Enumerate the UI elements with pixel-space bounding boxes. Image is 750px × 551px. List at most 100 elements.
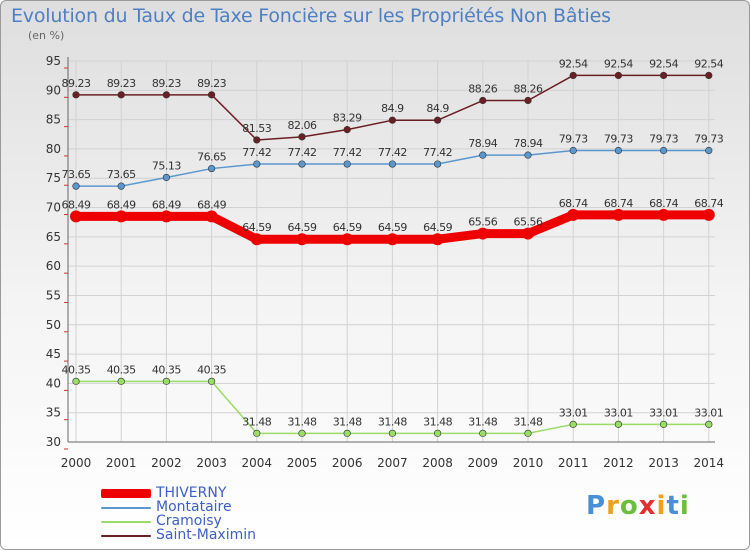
x-tick-label: 2006 — [332, 456, 363, 470]
data-label: 68.49 — [197, 198, 226, 211]
legend-label: Montataire — [156, 499, 232, 515]
data-point — [388, 160, 397, 168]
x-tick-label: 2012 — [603, 456, 634, 470]
data-point — [343, 429, 351, 437]
data-point — [524, 429, 532, 437]
data-point — [434, 116, 442, 124]
data-point — [160, 210, 173, 223]
chart-unit: (en %) — [28, 29, 65, 42]
y-tick-label: 70 — [46, 201, 61, 215]
data-label: 79.73 — [694, 133, 723, 146]
y-tick-label: 30 — [46, 435, 61, 449]
x-tick-label: 2000 — [61, 456, 92, 470]
data-point — [476, 227, 489, 240]
data-point — [612, 208, 625, 221]
data-point — [298, 160, 306, 168]
data-label: 92.54 — [604, 57, 633, 70]
chart-title: Evolution du Taux de Taxe Foncière sur l… — [11, 5, 611, 27]
data-label: 33.01 — [694, 406, 723, 419]
data-point — [702, 208, 715, 221]
legend-item: Saint-Maximin — [101, 527, 351, 543]
data-label: 68.74 — [649, 197, 678, 210]
data-label: 64.59 — [288, 221, 317, 234]
data-label: 77.42 — [378, 146, 407, 159]
legend-swatch — [101, 521, 151, 523]
logo-letter: t — [666, 491, 680, 521]
data-label: 75.13 — [152, 159, 181, 172]
data-point — [117, 377, 125, 385]
legend-swatch — [101, 507, 151, 509]
data-label: 68.49 — [152, 198, 181, 211]
data-point — [388, 429, 397, 437]
data-point — [705, 146, 713, 155]
data-label: 31.48 — [423, 415, 452, 428]
data-point — [253, 429, 261, 437]
data-point — [524, 96, 532, 105]
data-point — [205, 210, 218, 223]
data-label: 79.73 — [649, 133, 678, 146]
logo-letter: r — [606, 491, 620, 521]
y-tick-label: 45 — [46, 347, 61, 361]
data-point — [434, 160, 442, 168]
data-point — [431, 233, 444, 246]
x-tick-label: 2004 — [242, 456, 273, 470]
data-point — [434, 429, 442, 437]
data-label: 78.94 — [514, 137, 543, 150]
legend-item: THIVERNY — [101, 485, 351, 501]
legend-swatch — [101, 535, 151, 537]
x-tick-label: 2013 — [648, 456, 679, 470]
legend-item: Montataire — [101, 499, 351, 515]
data-label: 31.48 — [288, 415, 317, 428]
legend-swatch — [101, 489, 151, 498]
data-label: 82.06 — [288, 119, 317, 132]
y-tick-label: 75 — [46, 171, 61, 185]
data-point — [659, 71, 668, 80]
legend-label: Cramoisy — [156, 513, 222, 529]
data-label: 78.94 — [468, 137, 497, 150]
data-point — [117, 91, 125, 99]
data-label: 77.42 — [423, 146, 452, 159]
data-label: 68.74 — [694, 197, 723, 210]
data-label: 77.42 — [242, 146, 271, 159]
logo-letter: i — [656, 491, 667, 521]
data-point — [343, 126, 351, 134]
data-label: 40.35 — [197, 363, 226, 376]
data-point — [479, 429, 487, 437]
x-tick-label: 2005 — [287, 456, 318, 470]
data-label: 68.49 — [62, 198, 91, 211]
data-point — [162, 377, 170, 385]
proxiti-logo: Proxiti — [586, 491, 690, 521]
data-label: 40.35 — [152, 363, 181, 376]
y-tick-label: 35 — [46, 406, 61, 420]
legend-label: Saint-Maximin — [156, 527, 257, 543]
data-point — [298, 429, 306, 437]
data-point — [657, 208, 670, 221]
data-label: 33.01 — [604, 406, 633, 419]
data-point — [569, 146, 577, 155]
legend: THIVERNY Montataire Cramoisy Saint-Maximin — [101, 485, 351, 543]
data-point — [567, 208, 580, 221]
data-label: 92.54 — [694, 57, 723, 70]
x-tick-label: 2003 — [196, 456, 227, 470]
data-point — [388, 116, 397, 124]
data-label: 33.01 — [649, 406, 678, 419]
data-label: 84.9 — [426, 102, 449, 115]
data-point — [386, 233, 399, 246]
data-point — [659, 420, 668, 428]
x-tick-label: 2007 — [377, 456, 408, 470]
data-point — [659, 146, 668, 155]
y-tick-label: 80 — [46, 142, 61, 156]
data-label: 83.29 — [333, 112, 362, 125]
logo-letter: x — [638, 491, 657, 521]
data-point — [117, 182, 125, 190]
data-label: 40.35 — [107, 363, 136, 376]
data-label: 33.01 — [559, 406, 588, 419]
data-label: 31.48 — [378, 415, 407, 428]
legend-label: THIVERNY — [156, 485, 227, 501]
data-point — [115, 210, 128, 223]
data-label: 89.23 — [152, 77, 181, 90]
data-label: 64.59 — [242, 221, 271, 234]
logo-letter: P — [586, 491, 607, 521]
y-tick-label: 60 — [46, 259, 61, 273]
